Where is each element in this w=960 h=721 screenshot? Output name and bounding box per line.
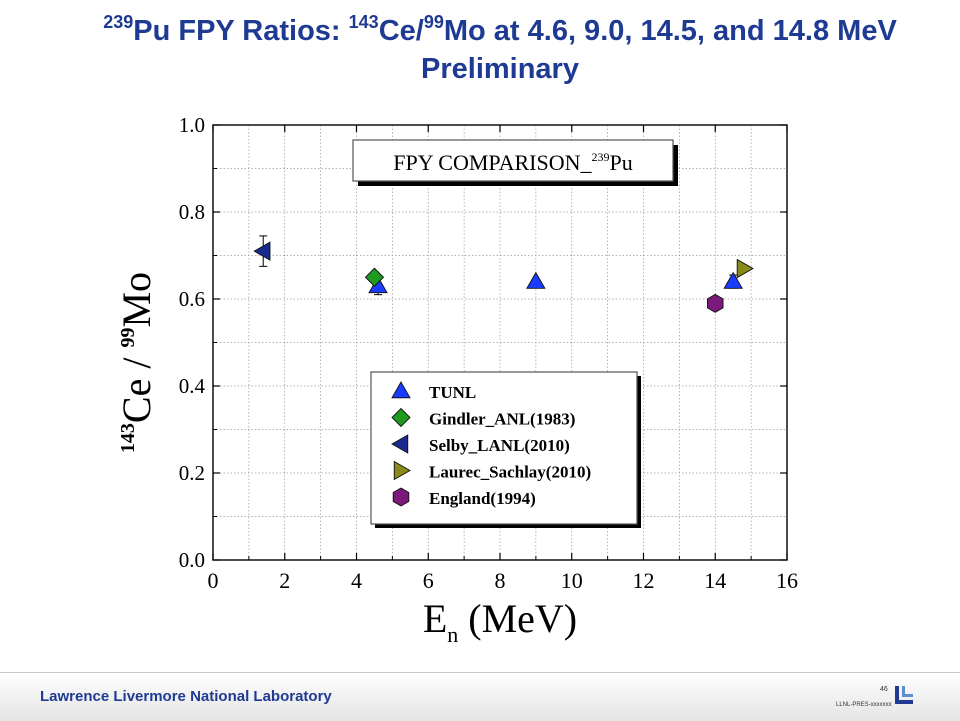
y-tick-label: 0.2 <box>179 461 205 485</box>
x-tick-label: 12 <box>633 568 655 593</box>
footer-bar <box>0 672 960 721</box>
data-point-triangle-right <box>736 258 754 279</box>
x-tick-label: 8 <box>495 568 506 593</box>
y-tick-label: 0.4 <box>179 374 206 398</box>
x-tick-label: 10 <box>561 568 583 593</box>
title-superscript: 239 <box>103 12 134 32</box>
y-tick-label: 0.0 <box>179 548 205 572</box>
x-axis-label: En (MeV) <box>423 596 577 647</box>
document-id: LLNL-PRES-xxxxxxx <box>836 702 892 708</box>
y-axis-label: 143Ce / 99Mo <box>114 272 159 453</box>
legend-item: Selby_LANL(2010) <box>391 434 570 455</box>
legend-label: England(1994) <box>429 489 536 508</box>
slide-title: 239Pu FPY Ratios: 143Ce/99Mo at 4.6, 9.0… <box>40 12 960 88</box>
legend-item: Gindler_ANL(1983) <box>391 407 575 429</box>
x-tick-label: 14 <box>704 568 726 593</box>
title-line-2: Preliminary <box>421 53 579 85</box>
y-tick-label: 1.0 <box>179 113 205 137</box>
x-tick-label: 2 <box>279 568 290 593</box>
title-text: Pu FPY Ratios: <box>133 15 349 47</box>
legend: TUNL Gindler_ANL(1983) Selby_LANL(2010) Lau… <box>370 371 641 528</box>
title-text: Ce/ <box>378 15 424 47</box>
lab-name: Lawrence Livermore National Laboratory <box>40 688 332 705</box>
legend-label: Selby_LANL(2010) <box>429 436 570 455</box>
x-tick-label: 4 <box>351 568 362 593</box>
y-tick-label: 0.6 <box>179 287 205 311</box>
legend-label: Laurec_Sachlay(2010) <box>429 463 591 482</box>
legend-label: Gindler_ANL(1983) <box>429 410 575 429</box>
x-tick-label: 16 <box>776 568 798 593</box>
title-superscript: 99 <box>423 12 444 32</box>
data-point-triangle-up <box>526 271 546 289</box>
title-superscript: 143 <box>348 12 379 32</box>
legend-item: England(1994) <box>392 487 536 508</box>
llnl-logo-icon <box>895 686 913 704</box>
legend-item: TUNL <box>391 381 476 402</box>
x-tick-label: 6 <box>423 568 434 593</box>
title-line-1: 239Pu FPY Ratios: 143Ce/99Mo at 4.6, 9.0… <box>40 12 960 50</box>
scatter-chart: 0 2 4 6 8 10 12 14 16 0.0 0.2 0.4 0.6 0.8 1.0 En (MeV) 1… <box>114 113 798 647</box>
title-text: Mo at 4.6, 9.0, 14.5, and 14.8 MeV <box>443 15 897 47</box>
chart-title-box: FPY COMPARISON_239Pu <box>352 139 678 186</box>
data-point-diamond <box>364 267 385 287</box>
data-point-hexagon <box>707 293 724 313</box>
data-point-triangle-left <box>253 235 271 267</box>
data-point-triangle-up <box>723 271 743 289</box>
page-number: 46 <box>880 686 888 693</box>
legend-label: TUNL <box>429 383 476 402</box>
legend-item: Laurec_Sachlay(2010) <box>393 460 591 482</box>
y-tick-label: 0.8 <box>179 200 205 224</box>
chart-title: FPY COMPARISON_239Pu <box>393 150 633 175</box>
x-tick-label: 0 <box>208 568 219 593</box>
